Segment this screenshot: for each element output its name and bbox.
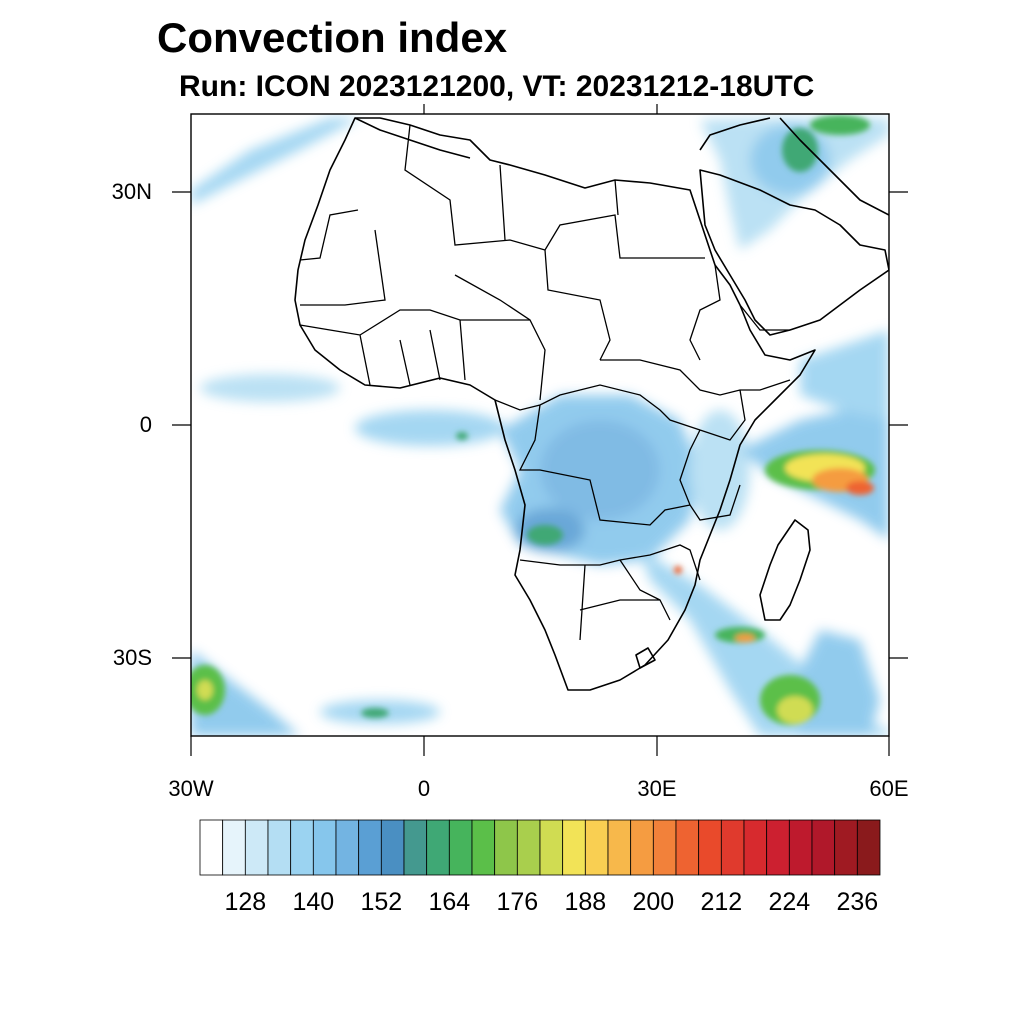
colorbar-swatch bbox=[607, 819, 632, 876]
colorbar-swatch bbox=[267, 819, 292, 876]
colorbar-swatch bbox=[312, 819, 337, 876]
colorbar-swatch bbox=[222, 819, 246, 876]
colorbar-swatch bbox=[720, 819, 745, 876]
colorbar-swatch bbox=[494, 819, 518, 876]
colorbar-swatch bbox=[630, 819, 654, 876]
colorbar bbox=[199, 819, 881, 876]
border-east-africa bbox=[600, 359, 791, 521]
colorbar-label: 164 bbox=[428, 888, 471, 916]
field-west-atlantic bbox=[200, 374, 340, 402]
lat-label-30n: 30N bbox=[111, 179, 152, 204]
border-central-africa bbox=[494, 384, 701, 526]
madagascar bbox=[759, 519, 811, 621]
colorbar-swatch bbox=[562, 819, 586, 876]
field-channel-orange bbox=[735, 634, 755, 642]
lon-label-30w: 30W bbox=[168, 776, 214, 801]
field-sw-yellow bbox=[197, 680, 213, 700]
colorbar-swatch bbox=[244, 819, 269, 876]
colorbar-swatch bbox=[698, 819, 722, 876]
colorbar-swatch bbox=[290, 819, 314, 876]
lat-label-0: 0 bbox=[139, 412, 152, 437]
lat-label-30s: 30S bbox=[112, 645, 152, 670]
field-indian-ocean-north bbox=[800, 330, 889, 420]
field-zimbabwe-hot bbox=[674, 566, 682, 574]
colorbar-swatch bbox=[199, 819, 224, 876]
border-horn bbox=[689, 264, 790, 361]
colorbar-label: 176 bbox=[496, 888, 539, 916]
colorbar-swatch bbox=[652, 819, 677, 876]
border-sahel bbox=[454, 164, 619, 401]
field-io-red bbox=[846, 481, 874, 495]
border-maghreb bbox=[299, 124, 705, 306]
field-north-core bbox=[810, 115, 870, 135]
colorbar-label: 128 bbox=[224, 888, 267, 916]
africa-coastline bbox=[294, 117, 816, 691]
colorbar-swatch bbox=[448, 819, 473, 876]
chart-subtitle: Run: ICON 2023121200, VT: 20231212-18UTC bbox=[179, 70, 815, 103]
colorbar-label: 224 bbox=[768, 888, 811, 916]
colorbar-label: 140 bbox=[292, 888, 335, 916]
mediterranean-south bbox=[354, 117, 471, 159]
colorbar-swatch bbox=[539, 819, 564, 876]
colorbar-swatch bbox=[380, 819, 405, 876]
lon-label-30e: 30E bbox=[637, 776, 677, 801]
field-gulf-guinea bbox=[355, 410, 505, 446]
colorbar-swatch bbox=[788, 819, 813, 876]
field-congo-green bbox=[527, 525, 563, 545]
field-sa-green bbox=[361, 708, 389, 718]
arabian-peninsula bbox=[699, 169, 889, 336]
colorbar-swatch bbox=[516, 819, 541, 876]
middle-east-coast bbox=[699, 117, 889, 216]
field-levant-core bbox=[782, 128, 818, 172]
lesotho bbox=[635, 647, 656, 669]
convection-field bbox=[191, 115, 889, 736]
axis-ticks bbox=[172, 104, 908, 756]
country-borders bbox=[299, 124, 791, 641]
colorbar-swatch bbox=[856, 819, 881, 876]
field-congo-core bbox=[540, 420, 660, 520]
lon-label-60e: 60E bbox=[869, 776, 909, 801]
colorbar-label: 200 bbox=[632, 888, 675, 916]
border-west-africa bbox=[299, 309, 530, 386]
colorbar-swatch bbox=[743, 819, 768, 876]
colorbar-swatch bbox=[675, 819, 700, 876]
colorbar-swatch bbox=[335, 819, 360, 876]
colorbar-label: 152 bbox=[360, 888, 403, 916]
colorbar-swatch bbox=[358, 819, 382, 876]
colorbar-swatch bbox=[426, 819, 450, 876]
colorbar-swatch bbox=[811, 819, 836, 876]
colorbar-swatch bbox=[766, 819, 790, 876]
colorbar-label: 212 bbox=[700, 888, 743, 916]
colorbar-label: 188 bbox=[564, 888, 607, 916]
colorbar-swatch bbox=[584, 819, 609, 876]
field-guinea-green bbox=[456, 432, 468, 440]
colorbar-swatch bbox=[834, 819, 858, 876]
colorbar-swatch bbox=[403, 819, 428, 876]
lon-label-0: 0 bbox=[417, 776, 431, 801]
field-se-yellow bbox=[777, 696, 813, 724]
field-nw-atlantic bbox=[191, 118, 360, 205]
border-southern-africa bbox=[519, 544, 701, 641]
colorbar-swatch bbox=[471, 819, 496, 876]
colorbar-label: 236 bbox=[836, 888, 879, 916]
coastlines bbox=[294, 117, 889, 691]
chart-title: Convection index bbox=[157, 14, 508, 61]
